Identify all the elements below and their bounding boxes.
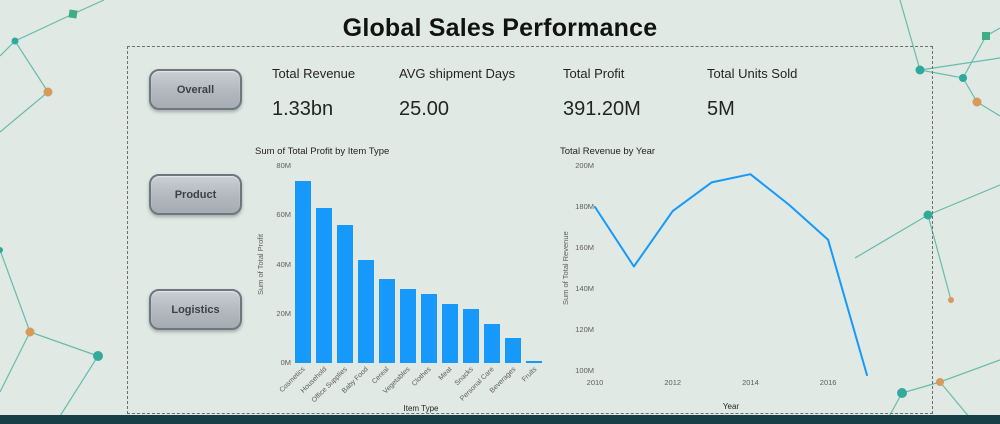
line-chart-plot-area[interactable] (594, 166, 868, 381)
line-chart-y-tick: 140M (575, 284, 594, 293)
bar-chart-y-tick: 20M (276, 308, 291, 318)
kpi-value: 1.33bn (272, 98, 334, 120)
bar-rect[interactable] (316, 207, 332, 363)
kpi-total-units-sold: Total Units Sold 5M (707, 66, 867, 121)
bar-snacks[interactable]: Snacks (454, 308, 479, 387)
bar-rect[interactable] (526, 360, 542, 363)
line-chart-x-tick: 2014 (742, 378, 759, 387)
line-chart-x-axis-label: Year (722, 402, 740, 411)
line-chart-x-axis: 2010 2012 2014 2016 (587, 378, 867, 390)
bar-chart-y-tick: 40M (276, 259, 291, 269)
bar-rect[interactable] (463, 308, 479, 363)
nav-button-overall[interactable]: Overall (149, 69, 242, 110)
bar-category-label: Fruits (520, 366, 538, 384)
network-decoration-left (0, 0, 105, 424)
network-nodes (897, 32, 990, 398)
line-chart-title: Total Revenue by Year (560, 146, 656, 157)
bar-office-supplies[interactable]: Office Supplies (311, 225, 353, 404)
bar-chart-y-tick: 80M (276, 161, 291, 170)
bar-rect[interactable] (379, 279, 395, 363)
bar-beverages[interactable]: Beverages (488, 338, 521, 395)
bar-chart-title: Sum of Total Profit by Item Type (255, 146, 390, 157)
bar-chart-y-axis-label: Sum of Total Profit (256, 233, 265, 296)
footer-bar (0, 415, 1000, 424)
line-chart-x-tick: 2010 (586, 378, 604, 387)
bar-personal-care[interactable]: Personal Care (459, 323, 500, 403)
bar-meat[interactable]: Meat (438, 303, 458, 382)
line-chart-x-tick: 2016 (819, 378, 837, 387)
bar-category-label: Clothes (411, 366, 433, 388)
bar-chart-y-tick: 0M (280, 358, 291, 367)
kpi-value: 25.00 (399, 98, 450, 120)
bar-rect[interactable] (358, 259, 374, 363)
nav-button-product[interactable]: Product (149, 174, 242, 215)
line-chart-y-tick: 100M (575, 366, 594, 375)
kpi-value: 5M (707, 98, 735, 120)
bar-category-label: Cereal (371, 366, 391, 386)
kpi-label: Total Units Sold (707, 66, 798, 81)
bar-rect[interactable] (505, 338, 521, 363)
line-chart-y-tick: 160M (575, 243, 594, 252)
bar-chart-y-tick: 60M (276, 210, 291, 220)
kpi-total-revenue: Total Revenue 1.33bn (272, 66, 432, 121)
kpi-value: 391.20M (563, 98, 641, 120)
nav-button-logistics[interactable]: Logistics (149, 289, 242, 330)
line-chart-y-tick: 180M (575, 202, 594, 211)
bar-chart-total-profit-by-item-type[interactable]: Sum of Total Profit by Item Type Sum of … (255, 146, 560, 414)
revenue-line-series[interactable] (594, 173, 868, 377)
bar-rect[interactable] (295, 180, 311, 363)
kpi-avg-shipment-days: AVG shipment Days 25.00 (399, 66, 559, 121)
network-lines (0, 0, 105, 424)
kpi-label: Total Profit (563, 66, 625, 81)
line-chart-y-tick: 120M (575, 325, 594, 334)
bar-cosmetics[interactable]: Cosmetics (279, 180, 311, 394)
bar-clothes[interactable]: Clothes (411, 294, 437, 388)
bar-category-label: Meat (437, 366, 454, 382)
bar-rect[interactable] (337, 225, 353, 363)
kpi-label: Total Revenue (272, 66, 356, 81)
bar-rect[interactable] (421, 294, 437, 363)
bar-fruits[interactable]: Fruits (521, 360, 542, 383)
bar-chart-y-axis: 80M 60M 40M 20M 0M (267, 162, 291, 367)
bar-household[interactable]: Household (299, 207, 332, 395)
network-nodes (0, 9, 103, 361)
kpi-total-profit: Total Profit 391.20M (563, 66, 723, 121)
bar-rect[interactable] (484, 323, 500, 363)
bar-chart-x-axis-label: Item Type (403, 404, 439, 413)
bar-vegetables[interactable]: Vegetables (382, 289, 416, 395)
bar-baby-food[interactable]: Baby Food (341, 259, 374, 395)
kpi-label: AVG shipment Days (399, 66, 516, 81)
bar-chart-plot-area[interactable]: Cosmetics Household Office Supplies Baby Fo… (279, 166, 547, 404)
line-chart-x-tick: 2012 (664, 378, 682, 387)
line-chart-y-tick: 200M (575, 161, 594, 170)
line-chart-total-revenue-by-year[interactable]: Total Revenue by Year Sum of Total Reven… (560, 146, 905, 414)
page-title: Global Sales Performance (342, 14, 658, 42)
dashboard-border (127, 46, 933, 414)
bar-rect[interactable] (442, 303, 458, 363)
bar-cereal[interactable]: Cereal (371, 279, 395, 386)
bar-rect[interactable] (400, 289, 416, 363)
line-chart-y-axis: 200M 180M 160M 140M 120M 100M (568, 162, 594, 375)
